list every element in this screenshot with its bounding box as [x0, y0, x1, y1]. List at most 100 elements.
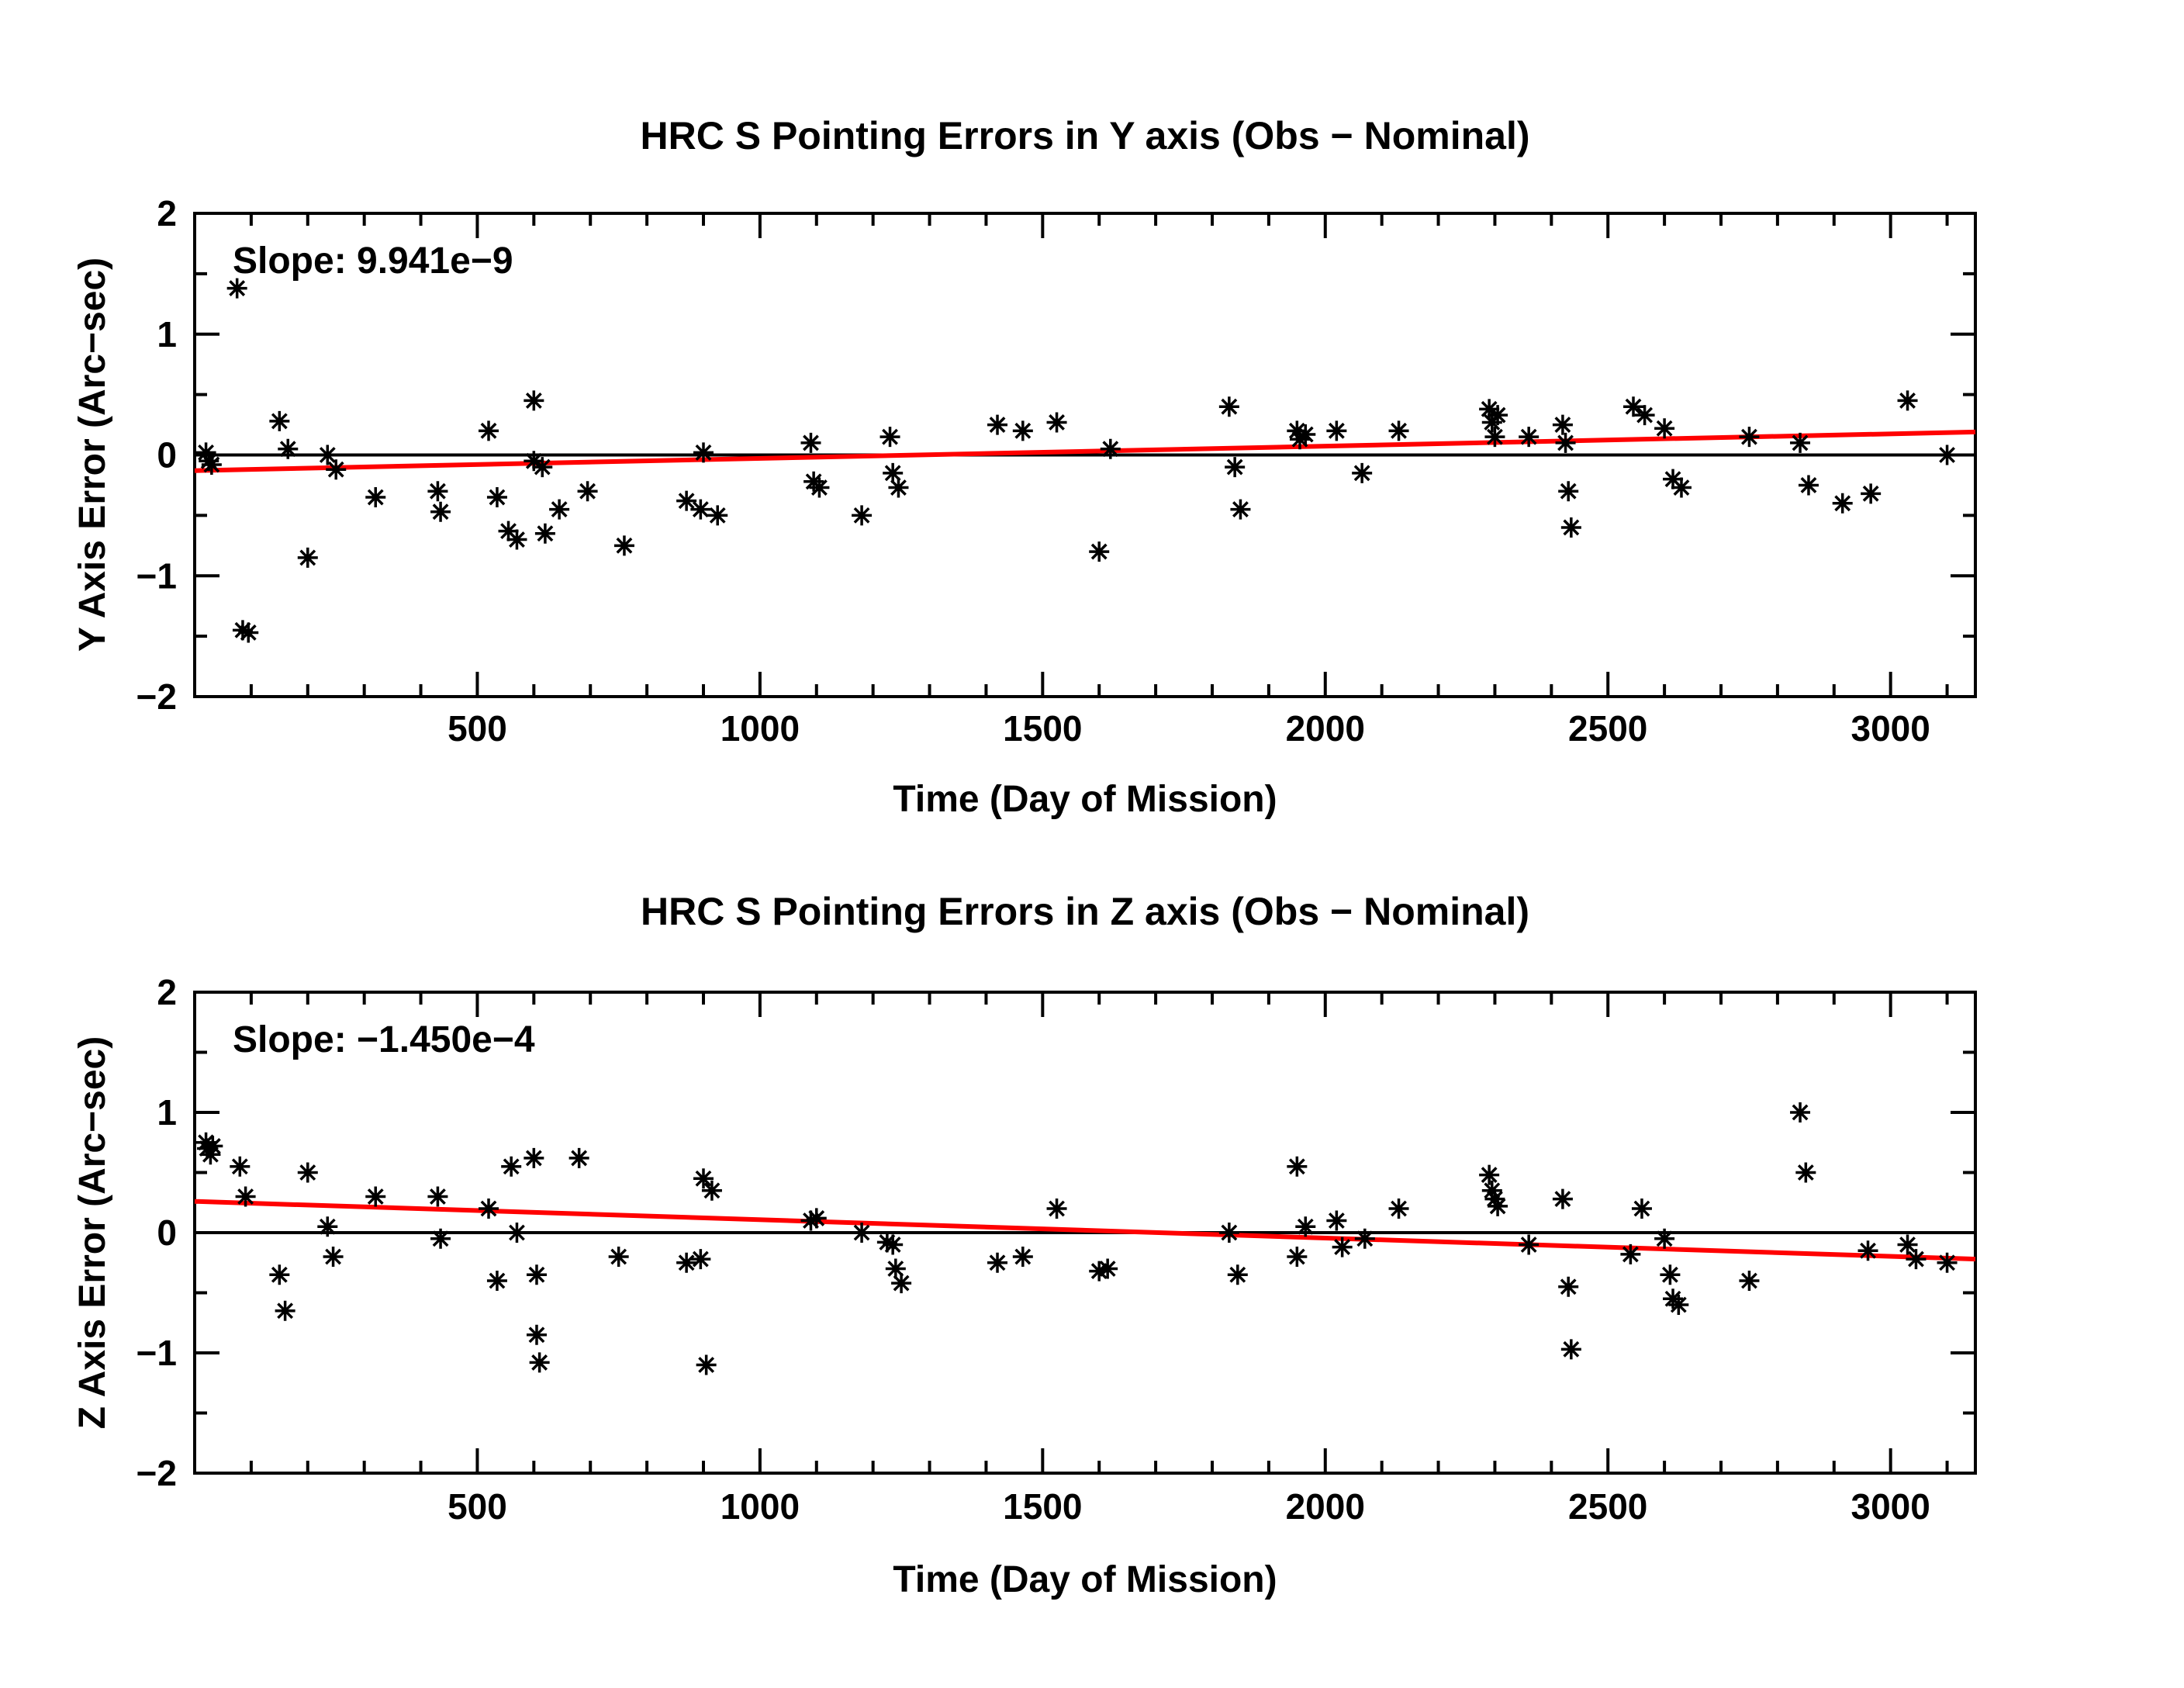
data-point-marker	[1634, 405, 1655, 426]
data-point-marker	[1654, 1228, 1675, 1249]
data-point-marker	[1861, 483, 1882, 504]
data-point-marker	[200, 1144, 221, 1165]
data-point-marker	[1739, 427, 1760, 448]
data-point-marker	[1287, 1247, 1308, 1267]
x-tick-label: 3000	[1851, 708, 1930, 749]
data-point-marker	[696, 1354, 717, 1375]
x-tick-label: 1000	[721, 1486, 800, 1527]
data-point-marker	[427, 1186, 448, 1207]
data-point-marker	[690, 499, 711, 520]
data-point-marker	[1326, 420, 1347, 441]
data-point-marker	[365, 487, 386, 508]
data-point-marker	[1484, 1188, 1505, 1209]
data-point-marker	[1388, 1199, 1409, 1219]
data-point-marker	[506, 529, 527, 550]
data-point-marker	[1332, 1237, 1353, 1257]
y-axis-label: Y Axis Error (Arc−sec)	[72, 258, 113, 652]
data-point-marker	[800, 1210, 821, 1231]
data-point-marker	[1218, 396, 1239, 417]
data-point-marker	[883, 1234, 904, 1255]
data-point-marker	[1560, 1339, 1581, 1360]
panel-y-axis: HRC S Pointing Errors in Y axis (Obs − N…	[72, 114, 1977, 820]
data-point-marker	[1388, 420, 1409, 441]
data-point-marker	[1352, 462, 1373, 483]
data-point-marker	[1287, 420, 1308, 441]
y-tick-label: 0	[157, 1212, 177, 1253]
y-tick-label: −1	[136, 1333, 177, 1373]
data-point-marker	[1795, 1162, 1816, 1183]
data-point-marker	[1660, 1264, 1681, 1285]
data-point-marker	[278, 438, 299, 459]
data-point-marker	[987, 414, 1008, 435]
x-tick-label: 1500	[1003, 1486, 1082, 1527]
data-point-marker	[891, 1273, 912, 1294]
data-point-marker	[1798, 475, 1819, 496]
data-point-marker	[1937, 1252, 1958, 1273]
data-point-marker	[317, 1216, 338, 1237]
data-point-marker	[577, 481, 598, 502]
data-point-marker	[693, 1168, 714, 1189]
data-point-marker	[1046, 412, 1067, 433]
data-point-marker	[1230, 499, 1251, 520]
data-point-marker	[524, 1147, 544, 1168]
data-point-marker	[479, 420, 499, 441]
data-point-marker	[608, 1247, 629, 1267]
data-point-marker	[197, 1138, 218, 1159]
chart-title: HRC S Pointing Errors in Z axis (Obs − N…	[641, 890, 1529, 933]
plot-area: 500 1000 1500 2000 2500 3000 −2 −1 0 1 2	[136, 193, 1977, 749]
data-point-marker	[806, 1208, 827, 1229]
y-tick-label: 1	[157, 1092, 177, 1133]
data-point-marker	[707, 505, 728, 526]
data-point-marker	[1897, 390, 1918, 411]
data-point-marker	[1326, 1210, 1347, 1231]
data-point-marker	[1012, 1247, 1033, 1267]
data-point-marker	[852, 1223, 873, 1243]
data-point-marker	[232, 620, 253, 641]
data-point-marker	[1488, 405, 1508, 426]
data-point-marker	[1620, 1244, 1641, 1264]
chart-title: HRC S Pointing Errors in Y axis (Obs − N…	[641, 114, 1530, 157]
data-point-marker	[238, 622, 259, 643]
data-point-marker	[1937, 444, 1958, 465]
data-point-marker	[1857, 1240, 1878, 1261]
data-point-marker	[1481, 1180, 1502, 1201]
data-point-marker	[690, 1249, 711, 1270]
data-point-marker	[693, 442, 714, 463]
data-point-marker	[526, 1264, 547, 1285]
data-point-marker	[1832, 493, 1853, 514]
data-point-marker	[269, 410, 290, 431]
x-tick-label: 2500	[1568, 708, 1647, 749]
data-point-marker	[1354, 1228, 1375, 1249]
data-point-marker	[1287, 1156, 1308, 1177]
y-axis-label: Z Axis Error (Arc−sec)	[72, 1036, 113, 1429]
data-point-marker	[883, 462, 904, 483]
data-point-marker	[676, 490, 697, 511]
data-point-marker	[1668, 1295, 1689, 1315]
data-point-marker	[486, 1271, 507, 1291]
data-point-marker	[613, 535, 634, 556]
x-tick-label: 1500	[1003, 708, 1082, 749]
data-point-marker	[506, 1223, 527, 1243]
data-point-marker	[549, 499, 570, 520]
data-point-marker	[501, 1156, 522, 1177]
x-axis-label: Time (Day of Mission)	[893, 779, 1277, 820]
slope-annotation: Slope: 9.941e−9	[233, 240, 513, 282]
data-point-marker	[1488, 1195, 1508, 1216]
data-point-marker	[1479, 399, 1500, 420]
data-point-marker	[1897, 1234, 1918, 1255]
slope-annotation: Slope: −1.450e−4	[233, 1019, 535, 1060]
data-point-marker	[1558, 1276, 1579, 1297]
panel-z-axis: HRC S Pointing Errors in Z axis (Obs − N…	[72, 890, 1977, 1600]
data-point-marker	[1295, 1216, 1316, 1237]
data-point-marker	[326, 459, 347, 480]
data-point-marker	[1227, 1264, 1248, 1285]
data-point-marker	[195, 442, 216, 463]
y-tick-label: 2	[157, 972, 177, 1012]
data-point-marker	[1089, 541, 1110, 562]
data-point-marker	[486, 487, 507, 508]
data-point-marker	[297, 547, 318, 568]
data-point-marker	[534, 523, 555, 544]
data-point-marker	[1552, 414, 1573, 435]
